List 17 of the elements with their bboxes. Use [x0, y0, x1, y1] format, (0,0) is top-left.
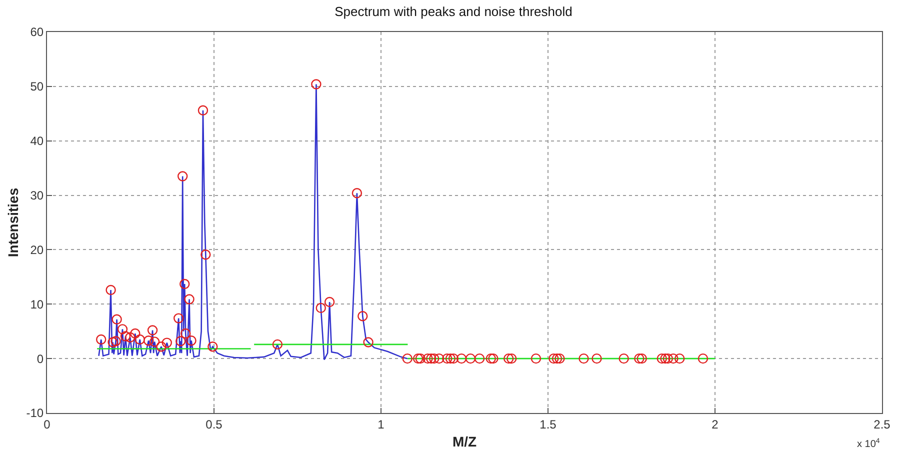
x-axis-title: M/Z: [452, 434, 477, 450]
text: x 10$^{4}$: [857, 438, 880, 450]
y-tick-label: 60: [30, 25, 44, 40]
y-axis-title: Intensities: [4, 188, 21, 258]
y-tick-label: 10: [30, 297, 44, 312]
y-tick-label: 50: [30, 80, 44, 94]
x-tick-label: 2: [712, 417, 719, 432]
x-tick-label: 0.5: [206, 417, 223, 432]
y-tick-label: 30: [30, 188, 44, 202]
x-tick-label: 2.5: [874, 417, 891, 432]
chart-title: Spectrum with peaks and noise threshold: [334, 4, 572, 19]
x-tick-label: 1.5: [540, 417, 557, 432]
y-tick-label: 40: [30, 134, 44, 148]
y-tick-label: -10: [26, 406, 44, 420]
x-tick-label: 1: [378, 417, 385, 432]
y-tick-label: 20: [30, 242, 44, 257]
y-tick-label: 0: [36, 352, 44, 366]
